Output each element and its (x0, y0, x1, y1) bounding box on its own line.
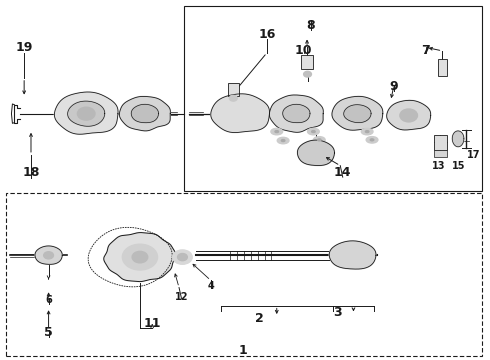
Polygon shape (343, 105, 371, 123)
Ellipse shape (275, 131, 278, 132)
Polygon shape (297, 140, 335, 166)
Polygon shape (332, 96, 383, 130)
Circle shape (77, 107, 95, 120)
Circle shape (122, 244, 158, 270)
Text: 10: 10 (295, 44, 313, 57)
Bar (301, 55, 314, 69)
Text: 16: 16 (258, 28, 276, 41)
Ellipse shape (366, 131, 369, 132)
Bar (438, 59, 447, 76)
Ellipse shape (366, 136, 378, 143)
Circle shape (132, 251, 148, 263)
Circle shape (172, 250, 192, 264)
Circle shape (400, 109, 417, 122)
Polygon shape (120, 96, 171, 131)
Text: 7: 7 (421, 44, 430, 57)
Bar (184, 6, 482, 191)
Polygon shape (211, 94, 270, 132)
Ellipse shape (314, 136, 325, 143)
Ellipse shape (308, 129, 319, 135)
Ellipse shape (318, 139, 321, 141)
Text: 3: 3 (334, 306, 342, 319)
Polygon shape (329, 241, 376, 269)
Polygon shape (104, 233, 176, 282)
Circle shape (229, 95, 237, 101)
Text: 13: 13 (432, 161, 445, 171)
Polygon shape (270, 95, 323, 132)
Circle shape (44, 252, 53, 259)
Text: 8: 8 (307, 19, 315, 32)
Ellipse shape (277, 137, 289, 144)
Text: 17: 17 (467, 150, 480, 160)
Ellipse shape (281, 140, 285, 141)
Polygon shape (131, 104, 159, 123)
Text: 6: 6 (45, 295, 52, 305)
Text: 15: 15 (452, 161, 466, 171)
Circle shape (177, 253, 187, 261)
Text: 5: 5 (44, 326, 53, 339)
Polygon shape (68, 101, 105, 126)
Text: 1: 1 (238, 344, 247, 357)
Bar (434, 150, 447, 157)
Ellipse shape (312, 131, 315, 132)
Text: 14: 14 (334, 166, 351, 179)
Text: 2: 2 (255, 311, 264, 325)
Polygon shape (387, 100, 431, 130)
Bar (228, 83, 239, 96)
Text: 11: 11 (144, 317, 161, 330)
Ellipse shape (271, 129, 283, 135)
Polygon shape (283, 104, 310, 123)
Text: 18: 18 (23, 166, 40, 179)
Polygon shape (54, 92, 118, 134)
Circle shape (304, 71, 312, 77)
Text: 12: 12 (175, 292, 188, 302)
Polygon shape (35, 246, 62, 264)
Bar (5, 193, 482, 356)
Ellipse shape (361, 129, 373, 135)
Text: 19: 19 (16, 41, 33, 54)
Text: 4: 4 (207, 281, 214, 291)
Polygon shape (452, 131, 464, 147)
Ellipse shape (370, 139, 374, 141)
Bar (434, 135, 447, 149)
Text: 9: 9 (390, 80, 398, 93)
